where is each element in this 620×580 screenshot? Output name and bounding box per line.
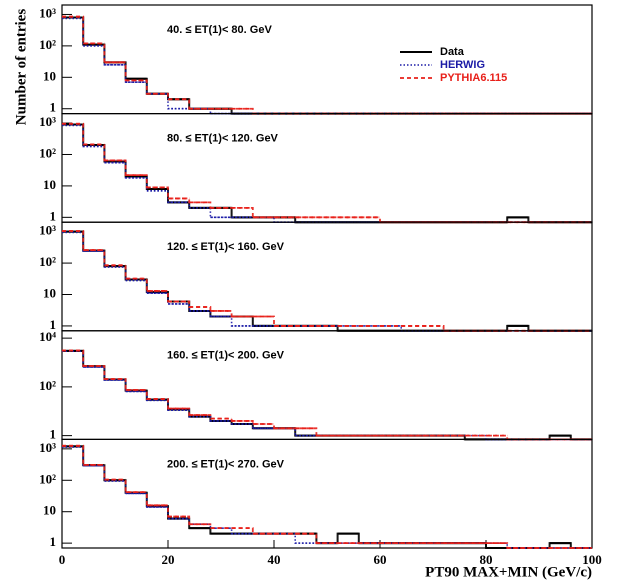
histogram-outline [62,444,592,549]
y-tick-label: 1 [50,427,57,442]
y-tick-label: 10³ [39,5,56,20]
x-axis-label: PT90 MAX+MIN (GeV/c) [425,564,592,580]
y-tick-label: 10 [43,285,56,300]
histogram-outline [62,446,592,549]
y-tick-label: 10 [43,68,56,83]
panel-frame [61,221,593,332]
y-tick-label: 1 [50,534,57,549]
panel-frame [61,4,593,115]
histogram-outline [62,230,592,332]
panel-title: 80. ≤ ET(1)< 120. GeV [167,133,279,145]
histogram-outline [62,230,592,332]
histogram-outline [62,350,592,441]
panel-frame [61,438,593,549]
legend-label: HERWIG [440,59,485,71]
x-tick-label: 40 [268,552,281,567]
histogram-outline [62,124,592,223]
histogram-outline [62,445,592,549]
panel-title: 160. ≤ ET(1)< 200. GeV [167,350,285,362]
histogram-outline [62,349,592,441]
y-tick-label: 10³ [39,440,56,455]
y-tick-label: 10² [39,254,56,269]
y-tick-label: 10 [43,177,56,192]
legend-label: PYTHIA6.115 [440,72,507,84]
y-tick-label: 10⁴ [39,329,56,344]
histogram-outline [62,15,592,115]
y-tick-label: 10² [39,37,56,52]
y-tick-label: 10³ [39,114,56,129]
y-axis-label: Number of entries [13,9,29,126]
y-tick-label: 10² [39,145,56,160]
panel-frame [61,112,593,223]
x-tick-label: 0 [59,552,66,567]
histogram-outline [62,123,592,224]
histogram-outline [62,349,592,441]
y-tick-label: 10³ [39,223,56,238]
x-tick-label: 100 [582,552,602,567]
panel-title: 120. ≤ ET(1)< 160. GeV [167,241,285,253]
histogram-outline [62,16,592,115]
histogram-outline [62,17,592,115]
panel-title: 200. ≤ ET(1)< 270. GeV [167,458,285,470]
x-tick-label: 60 [374,552,387,567]
x-tick-label: 80 [480,552,493,567]
legend-label: Data [440,46,465,58]
histogram-outline [62,122,592,224]
y-tick-label: 1 [50,317,57,332]
y-tick-label: 10² [39,471,56,486]
histogram-outline [62,231,592,332]
y-tick-label: 1 [50,100,57,115]
y-tick-label: 10² [39,378,56,393]
y-tick-label: 10 [43,503,56,518]
x-tick-label: 20 [162,552,175,567]
panel-frame [61,330,593,440]
y-tick-label: 1 [50,208,57,223]
panel-title: 40. ≤ ET(1)< 80. GeV [167,24,272,36]
